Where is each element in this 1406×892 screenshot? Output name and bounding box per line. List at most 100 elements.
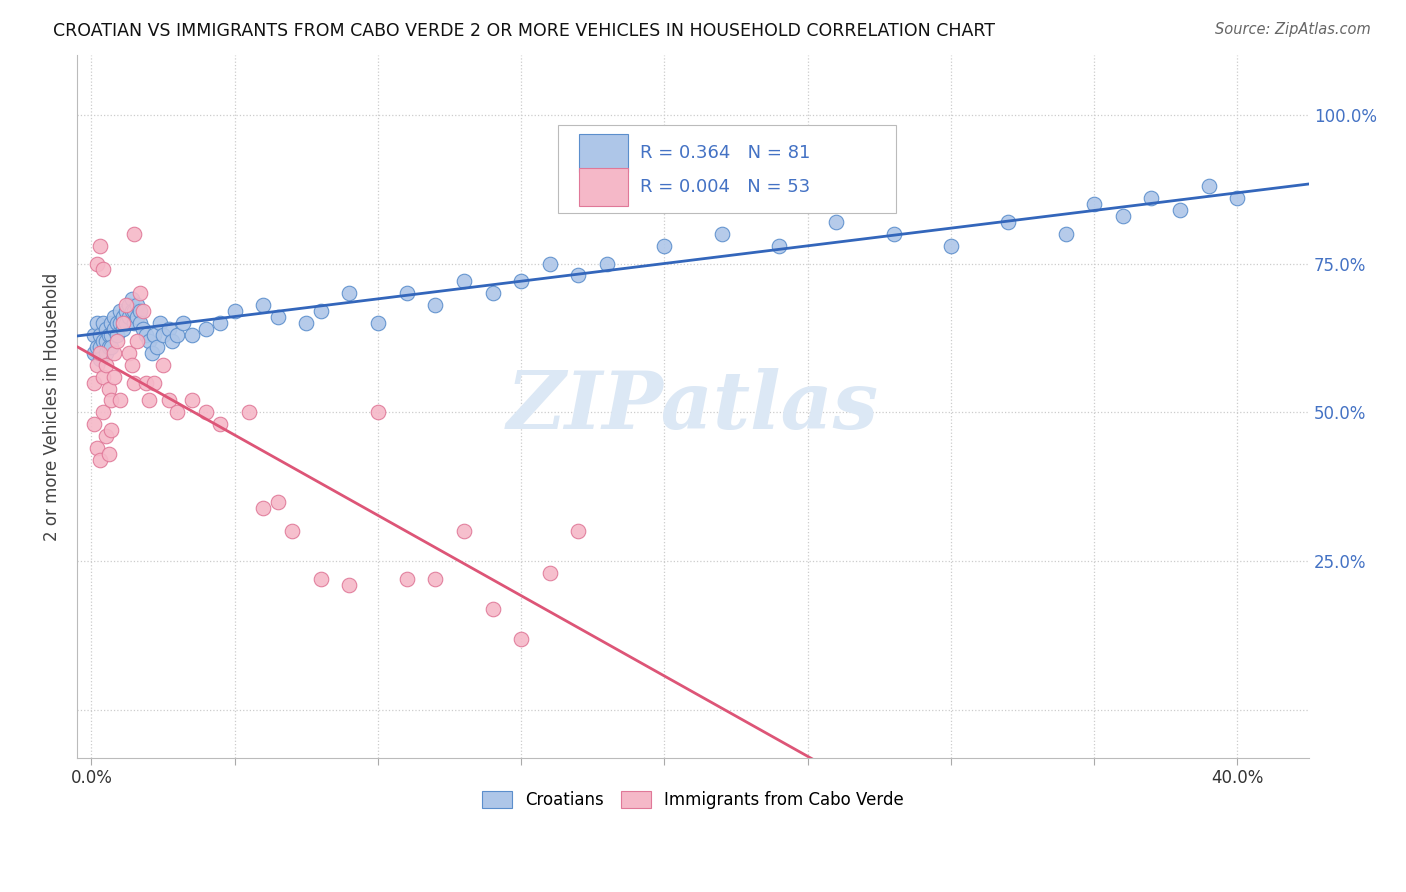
Point: [567, 524, 589, 539]
Point: [146, 340, 169, 354]
Point: [97, 447, 120, 461]
Point: [825, 215, 848, 229]
Point: [103, 310, 125, 324]
Point: [1140, 191, 1163, 205]
Point: [143, 376, 166, 390]
Text: CROATIAN VS IMMIGRANTS FROM CABO VERDE 2 OR MORE VEHICLES IN HOUSEHOLD CORRELATI: CROATIAN VS IMMIGRANTS FROM CABO VERDE 2…: [53, 22, 995, 40]
Point: [166, 405, 188, 419]
FancyBboxPatch shape: [558, 126, 897, 213]
Point: [129, 304, 152, 318]
Point: [124, 316, 146, 330]
Text: R = 0.364   N = 81: R = 0.364 N = 81: [640, 145, 810, 162]
Point: [309, 572, 332, 586]
Point: [160, 334, 183, 348]
Point: [100, 393, 122, 408]
Point: [124, 227, 146, 241]
Point: [111, 316, 134, 330]
Point: [94, 334, 117, 348]
Point: [1198, 179, 1220, 194]
Point: [195, 405, 218, 419]
Point: [121, 304, 143, 318]
Point: [89, 453, 111, 467]
Point: [83, 417, 105, 432]
Point: [538, 256, 561, 270]
Point: [94, 322, 117, 336]
Point: [138, 393, 160, 408]
Point: [252, 298, 274, 312]
Point: [157, 393, 180, 408]
Point: [86, 441, 108, 455]
Point: [395, 572, 418, 586]
Point: [83, 346, 105, 360]
Point: [114, 304, 136, 318]
Point: [295, 316, 318, 330]
Point: [121, 292, 143, 306]
Point: [89, 351, 111, 366]
Point: [172, 316, 194, 330]
Point: [195, 322, 218, 336]
Point: [166, 328, 188, 343]
Point: [129, 286, 152, 301]
Point: [710, 227, 733, 241]
Point: [132, 304, 155, 318]
Point: [252, 500, 274, 515]
Point: [266, 494, 288, 508]
Point: [94, 358, 117, 372]
Point: [97, 328, 120, 343]
Point: [1083, 197, 1105, 211]
Point: [94, 346, 117, 360]
Point: [337, 286, 360, 301]
Point: [135, 328, 157, 343]
FancyBboxPatch shape: [578, 134, 628, 172]
Point: [939, 238, 962, 252]
Point: [209, 316, 232, 330]
Point: [108, 316, 131, 330]
Point: [453, 524, 475, 539]
Point: [180, 393, 202, 408]
Point: [97, 382, 120, 396]
Point: [510, 274, 533, 288]
Point: [567, 268, 589, 283]
Point: [108, 393, 131, 408]
Point: [86, 358, 108, 372]
Point: [91, 334, 114, 348]
Point: [127, 334, 149, 348]
Point: [209, 417, 232, 432]
FancyBboxPatch shape: [578, 168, 628, 206]
Point: [481, 286, 503, 301]
Point: [309, 304, 332, 318]
Point: [103, 322, 125, 336]
Point: [1226, 191, 1249, 205]
Point: [89, 328, 111, 343]
Point: [121, 358, 143, 372]
Point: [83, 376, 105, 390]
Point: [86, 340, 108, 354]
Point: [105, 328, 128, 343]
Text: ZIPatlas: ZIPatlas: [508, 368, 879, 445]
Point: [83, 328, 105, 343]
Point: [1168, 202, 1191, 217]
Point: [89, 340, 111, 354]
Point: [94, 429, 117, 443]
Point: [100, 340, 122, 354]
Point: [425, 572, 447, 586]
Point: [111, 322, 134, 336]
Point: [997, 215, 1019, 229]
Point: [91, 316, 114, 330]
Point: [266, 310, 288, 324]
Point: [141, 346, 163, 360]
Point: [91, 369, 114, 384]
Point: [129, 316, 152, 330]
Point: [89, 346, 111, 360]
Point: [157, 322, 180, 336]
Point: [453, 274, 475, 288]
Point: [481, 602, 503, 616]
Point: [105, 334, 128, 348]
Point: [86, 316, 108, 330]
Point: [395, 286, 418, 301]
Y-axis label: 2 or more Vehicles in Household: 2 or more Vehicles in Household: [44, 272, 60, 541]
Point: [86, 256, 108, 270]
Point: [224, 304, 246, 318]
Point: [425, 298, 447, 312]
Point: [118, 310, 141, 324]
